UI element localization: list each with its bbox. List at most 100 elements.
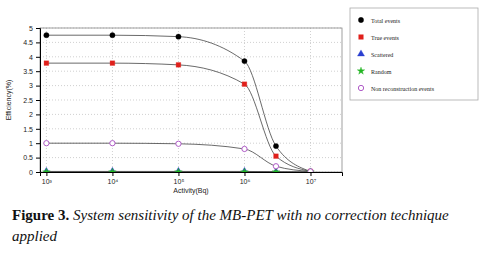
x-tick: 10⁷ [306,172,317,185]
marker [242,146,247,151]
grid-line [178,28,179,172]
caption-text: System sensitivity of the MB-PET with no… [69,207,449,223]
x-tick: 10⁴ [108,172,119,185]
y-tick: 5 [29,25,40,32]
grid-line [40,128,342,129]
marker [44,33,49,38]
y-axis-title: Efficiency(%) [5,80,13,121]
plot-area [43,33,315,172]
grid-line [40,157,342,158]
grid-line [310,28,311,172]
y-tick: 0 [29,169,40,176]
y-axis-line [36,29,41,173]
y-tick-mark [36,114,40,115]
y-tick: 2.5 [23,97,40,104]
legend-label: Total events [371,18,401,24]
marker [110,61,115,66]
legend-symbol [358,85,363,90]
marker [176,34,181,39]
marker [43,168,51,172]
y-tick-label: 0.5 [23,154,33,161]
y-tick: 3.5 [23,68,40,75]
y-tick-label: 2.5 [23,97,33,104]
x-tick-mark [178,172,179,176]
x-axis: 10³ 10⁴ 10⁵ 10⁶ 10⁷ [41,172,343,185]
x-tick-mark [112,172,113,176]
plot-frame [40,28,342,172]
y-tick-mark [36,86,40,87]
y-tick-mark [36,28,40,29]
y-tick-mark [36,158,40,159]
y-tick-label: 1.5 [23,126,33,133]
x-axis-line [41,173,343,177]
marker [308,169,313,172]
x-tick-label: 10⁷ [306,178,317,185]
y-tick-label: 1 [29,140,33,147]
x-tick: 10⁶ [240,172,251,185]
y-axis: 0 0.5 1 1.5 2 2.5 3 3.5 4 4.5 5 [23,25,40,176]
x-tick-mark [310,172,311,176]
y-tick-mark [36,71,40,72]
marker [242,58,247,63]
caption-line: applied [12,228,57,244]
x-tick-label: 10³ [42,178,53,185]
marker [110,33,115,38]
y-tick: 1 [29,140,40,147]
y-tick-mark [36,57,40,58]
x-tick-mark [244,172,245,176]
y-tick-label: 2 [29,111,33,118]
y-tick-label: 3.5 [23,68,33,75]
x-tick-label: 10⁴ [108,178,119,185]
legend: Total eventsTrue eventsScatteredRandomNo… [350,8,478,100]
y-tick-mark [36,129,40,130]
legend-label: Non reconstruction events [371,86,435,92]
marker [44,61,49,66]
grid [40,28,342,172]
marker [308,169,313,172]
marker [176,63,181,68]
y-tick: 2 [29,111,40,118]
x-tick-label: 10⁵ [174,178,185,185]
y-tick-mark [36,100,40,101]
y-tick-mark [36,172,40,173]
grid-line [40,100,342,101]
legend-label: Random [371,69,392,75]
caption-label: Figure 3. [12,207,69,223]
y-tick: 1.5 [23,126,40,133]
legend-label: True events [371,35,400,41]
y-tick-label: 4.5 [23,39,33,46]
grid-line [40,114,342,115]
marker [44,141,49,146]
y-tick: 3 [29,82,40,89]
series-line [46,35,310,171]
grid-line [40,56,342,57]
legend-symbol [357,67,365,74]
grid-line [40,71,342,72]
marker [241,168,249,172]
marker [176,141,181,146]
y-tick: 0.5 [23,154,40,161]
caption-line: Figure 3. System sensitivity of the MB-P… [12,207,449,223]
y-tick-label: 5 [29,25,33,32]
y-tick-label: 4 [29,54,33,61]
marker [307,168,315,172]
caption: Figure 3. System sensitivity of the MB-P… [12,207,449,244]
y-tick: 4 [29,54,40,61]
grid-line [40,42,342,43]
x-tick-mark [46,172,47,176]
x-tick: 10³ [42,172,53,185]
marker [273,164,278,169]
legend-symbol [359,35,364,40]
y-tick-label: 3 [29,82,33,89]
marker [242,82,247,87]
grid-line [112,28,113,172]
y-tick: 4.5 [23,39,40,46]
x-tick-label: 10⁶ [240,178,251,185]
y-tick-mark [36,42,40,43]
marker [273,143,278,148]
marker [274,154,279,159]
y-tick-mark [36,143,40,144]
marker [109,168,117,172]
x-tick: 10⁵ [174,172,185,185]
series-line [46,63,310,171]
